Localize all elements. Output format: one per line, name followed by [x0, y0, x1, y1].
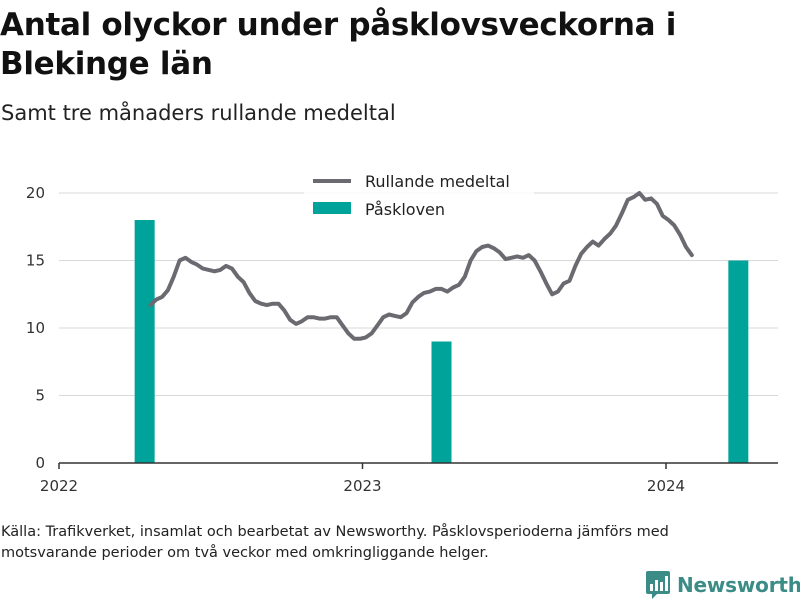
y-tick-label: 20: [26, 184, 45, 202]
newsworthy-logo-icon: [646, 571, 670, 599]
y-tick-label: 15: [26, 252, 45, 270]
paskloven-bar: [134, 220, 155, 463]
x-tick-label: 2024: [647, 477, 685, 495]
paskloven-bar: [431, 341, 452, 463]
y-tick-label: 0: [35, 454, 45, 472]
legend-bar-swatch: [313, 202, 351, 214]
x-tick-label: 2022: [40, 477, 78, 495]
legend-label-paskloven: Påskloven: [365, 200, 445, 219]
bars: [134, 220, 749, 463]
chart-title: Antal olyckor under påsklovsveckorna i B…: [0, 7, 677, 82]
newsworthy-logo-text: Newsworthy: [677, 573, 800, 597]
x-tick-label: 2023: [343, 477, 381, 495]
y-tick-label: 5: [35, 387, 45, 405]
y-tick-label: 10: [26, 319, 45, 337]
paskloven-bar: [728, 260, 749, 463]
legend-label-rolling-average: Rullande medeltal: [365, 172, 510, 191]
source-note: Källa: Trafikverket, insamlat och bearbe…: [1, 524, 669, 561]
rolling-average-line: [148, 191, 694, 341]
y-axis-labels: 0 5 10 15 20: [26, 184, 45, 472]
newsworthy-logo[interactable]: Newsworthy: [645, 570, 800, 600]
legend: Rullande medeltal Påskloven: [304, 170, 534, 220]
x-axis-ticks: 2022 2023 2024: [40, 463, 685, 495]
chart-subtitle: Samt tre månaders rullande medeltal: [1, 101, 396, 125]
